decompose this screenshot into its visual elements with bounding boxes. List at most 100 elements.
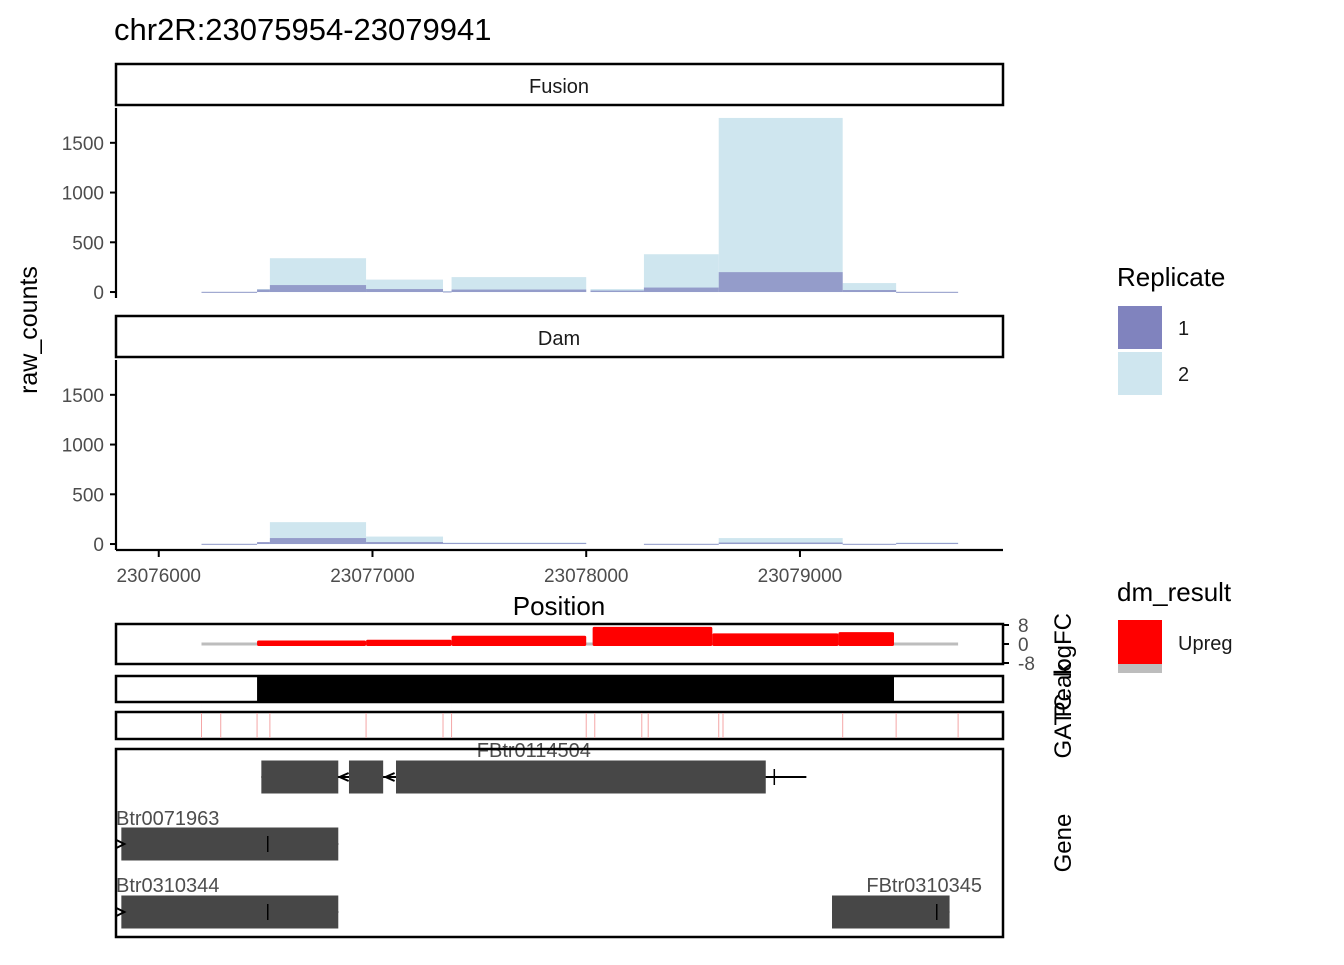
logfc-marks: [201, 626, 959, 646]
transcript-btr0310344-exon-0: [121, 895, 339, 929]
bar-fusion-rep2-7: [643, 254, 719, 293]
fusion-strip: [114, 62, 1005, 107]
gatc-frame: [114, 710, 1005, 741]
bar-fusion-rep1-7: [643, 287, 719, 293]
x-tick-label: 23077000: [330, 566, 415, 587]
transcript-btr0071963-exon-0: [121, 827, 339, 861]
y-tick-label: 0: [93, 535, 104, 556]
logfc-tick-label: 8: [1018, 616, 1029, 637]
fusion-panel: Fusion 0 500 1000 1500: [62, 62, 1005, 304]
legend-key-upreg: [1118, 620, 1162, 664]
logfc-y-axis: 80-8: [1003, 616, 1035, 675]
x-tick-label: 23079000: [758, 566, 843, 587]
bar-dam-rep1-6: [718, 542, 843, 545]
dm-result-legend-title: dm_result: [1117, 577, 1232, 607]
y-tick-label: 1000: [62, 436, 104, 457]
bar-fusion-rep1-1: [257, 289, 270, 293]
bar-fusion-rep1-10: [896, 291, 959, 293]
transcript-btr0071963-label: Btr0071963: [116, 808, 219, 830]
x-tick-label: 23078000: [544, 566, 629, 587]
peak-region-0: [257, 677, 894, 701]
transcript-btr0071963-arrow: [115, 839, 127, 849]
bar-fusion-rep2-8: [718, 117, 843, 293]
bar-fusion-rep2-6: [590, 289, 644, 293]
bar-fusion-rep1-0: [201, 291, 258, 293]
bar-fusion-rep1-4: [443, 291, 452, 293]
legend-key-replicate-2: [1118, 352, 1162, 395]
legend-label-upreg: Upreg: [1178, 633, 1232, 655]
y-axis-title: raw_counts: [15, 266, 43, 394]
fusion-y-axis: 0 500 1000 1500: [62, 108, 118, 304]
bar-fusion-rep2-9: [842, 283, 897, 293]
gatc-marks: [200, 713, 959, 738]
legend-label-replicate-2: 2: [1178, 364, 1189, 386]
bar-fusion-rep2-5: [451, 277, 587, 293]
logfc-tick-label: -8: [1018, 654, 1035, 675]
peak-marks: [257, 677, 894, 701]
bar-dam-rep2-3: [366, 536, 444, 545]
logfc-segment-1: [366, 639, 452, 646]
bar-dam-rep1-0: [201, 543, 258, 545]
transcript-btr0310344-arrow: [115, 907, 127, 917]
legend-key-replicate-1: [1118, 306, 1162, 349]
x-axis-title: Position: [513, 591, 606, 621]
transcript-fbtr0114504-exon-2: [395, 760, 766, 794]
transcript-fbtr0310345-exon-0: [832, 895, 950, 929]
transcript-btr0310344-label: Btr0310344: [116, 875, 219, 897]
y-tick-label: 1500: [62, 134, 104, 155]
bar-fusion-rep1-3: [366, 289, 444, 293]
gene-track: FBtr0114504 Btr0071963 Btr0310344 FBtr03103…: [114, 740, 1077, 939]
logfc-segment-4: [712, 633, 839, 646]
peak-track: Peak: [114, 662, 1077, 718]
bar-dam-rep1-1: [257, 542, 270, 545]
bar-dam-rep1-2: [269, 538, 367, 545]
dam-y-axis: 0 500 1000 1500: [62, 360, 118, 556]
gene-label: Gene: [1050, 814, 1077, 873]
bar-fusion-rep1-8: [718, 272, 843, 293]
bar-fusion-rep1-6: [590, 290, 644, 293]
bar-fusion-rep1-9: [842, 290, 897, 293]
legend-key-upreg-baseline: [1118, 664, 1162, 673]
bar-dam-rep1-7: [842, 543, 897, 545]
replicate-legend: Replicate 1 2: [1117, 262, 1225, 395]
transcript-fbtr0114504-arrow-0: [337, 772, 350, 782]
bar-dam-rep1-5: [643, 543, 719, 545]
y-tick-label: 1500: [62, 386, 104, 407]
dam-x-axis: 23076000 23077000 23078000 23079000: [116, 548, 1003, 587]
bar-dam-rep1-4: [443, 543, 587, 545]
bar-dam-rep1-3: [366, 542, 444, 545]
dam-strip-label: Dam: [538, 328, 580, 350]
y-tick-label: 0: [93, 283, 104, 304]
bar-dam-rep1-8: [896, 543, 959, 545]
gatc-label: GATC: [1050, 694, 1077, 759]
peak-label: Peak: [1050, 662, 1077, 718]
fusion-strip-label: Fusion: [529, 76, 589, 98]
logfc-segment-3: [592, 626, 713, 646]
y-tick-label: 500: [72, 233, 104, 254]
bar-fusion-rep2-3: [366, 279, 444, 293]
replicate-legend-title: Replicate: [1117, 262, 1225, 292]
bar-fusion-rep1-5: [451, 289, 587, 293]
plot-title: chr2R:23075954-23079941: [114, 12, 491, 47]
y-tick-label: 500: [72, 485, 104, 506]
bar-fusion-rep1-2: [269, 285, 367, 293]
x-tick-label: 23076000: [116, 566, 201, 587]
logfc-segment-2: [451, 635, 587, 646]
bar-dam-rep2-6: [718, 538, 843, 545]
transcript-fbtr0310345-label: FBtr0310345: [866, 875, 982, 897]
gene-frame: [114, 747, 1005, 939]
logfc-segment-0: [257, 640, 367, 646]
logfc-track: 80-8 logFC: [114, 613, 1077, 677]
dm-result-legend: dm_result Upreg: [1117, 577, 1232, 673]
transcript-fbtr0114504-exon-1: [348, 760, 384, 794]
dam-strip: [114, 314, 1005, 359]
dam-bars: [201, 522, 959, 545]
logfc-tick-label: 0: [1018, 635, 1029, 656]
logfc-segment-5: [838, 632, 894, 646]
fusion-bars: [201, 117, 959, 293]
gatc-track: GATC: [114, 694, 1077, 759]
legend-label-replicate-1: 1: [1178, 318, 1189, 340]
y-tick-label: 1000: [62, 184, 104, 205]
transcript-fbtr0114504-arrow-1: [383, 772, 395, 782]
